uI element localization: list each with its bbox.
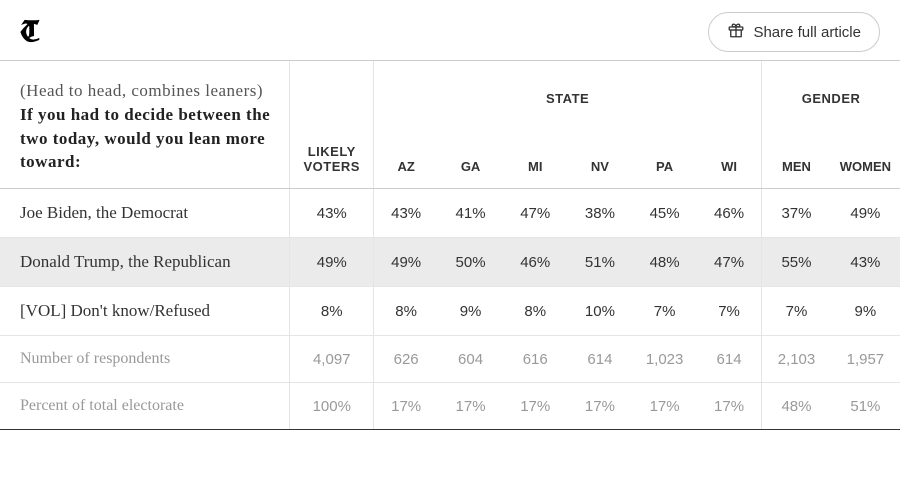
table-row: Donald Trump, the Republican49%49%50%46%… bbox=[0, 238, 900, 287]
cell-state: 17% bbox=[697, 383, 762, 430]
cell-state: 9% bbox=[438, 287, 503, 336]
col-state: MI bbox=[503, 124, 568, 188]
cell-gender: 43% bbox=[831, 238, 900, 287]
question-text: If you had to decide between the two tod… bbox=[20, 105, 270, 172]
cell-state: 604 bbox=[438, 336, 503, 383]
poll-table: (Head to head, combines leaners) If you … bbox=[0, 61, 900, 430]
table-row: Joe Biden, the Democrat43%43%41%47%38%45… bbox=[0, 189, 900, 238]
cell-state: 17% bbox=[438, 383, 503, 430]
row-label: [VOL] Don't know/Refused bbox=[0, 287, 290, 336]
cell-likely: 4,097 bbox=[290, 336, 374, 383]
cell-state: 614 bbox=[568, 336, 633, 383]
col-gender: MEN bbox=[762, 124, 831, 188]
cell-gender: 48% bbox=[762, 383, 831, 430]
cell-state: 17% bbox=[632, 383, 697, 430]
row-label: Donald Trump, the Republican bbox=[0, 238, 290, 287]
col-likely-voters: LIKELY VOTERS bbox=[290, 61, 374, 189]
cell-state: 41% bbox=[438, 189, 503, 238]
cell-gender: 9% bbox=[831, 287, 900, 336]
cell-state: 17% bbox=[568, 383, 633, 430]
share-button[interactable]: Share full article bbox=[708, 12, 880, 52]
col-state: PA bbox=[632, 124, 697, 188]
cell-likely: 43% bbox=[290, 189, 374, 238]
question-header: (Head to head, combines leaners) If you … bbox=[0, 61, 290, 189]
table-body: Joe Biden, the Democrat43%43%41%47%38%45… bbox=[0, 189, 900, 430]
col-state: GA bbox=[438, 124, 503, 188]
col-gender: WOMEN bbox=[831, 124, 900, 188]
cell-state: 48% bbox=[632, 238, 697, 287]
cell-gender: 51% bbox=[831, 383, 900, 430]
row-label: Joe Biden, the Democrat bbox=[0, 189, 290, 238]
col-state: WI bbox=[697, 124, 762, 188]
poll-table-container: (Head to head, combines leaners) If you … bbox=[0, 60, 900, 430]
cell-gender: 1,957 bbox=[831, 336, 900, 383]
group-header-row: (Head to head, combines leaners) If you … bbox=[0, 61, 900, 124]
cell-likely: 8% bbox=[290, 287, 374, 336]
nyt-logo: T bbox=[20, 13, 37, 52]
cell-state: 10% bbox=[568, 287, 633, 336]
col-state: AZ bbox=[374, 124, 439, 188]
group-state: STATE bbox=[374, 61, 762, 124]
col-state: NV bbox=[568, 124, 633, 188]
cell-gender: 7% bbox=[762, 287, 831, 336]
cell-state: 7% bbox=[632, 287, 697, 336]
cell-likely: 49% bbox=[290, 238, 374, 287]
cell-likely: 100% bbox=[290, 383, 374, 430]
row-label: Percent of total electorate bbox=[0, 383, 290, 430]
cell-state: 616 bbox=[503, 336, 568, 383]
table-row: Number of respondents4,0976266046166141,… bbox=[0, 336, 900, 383]
cell-state: 8% bbox=[374, 287, 439, 336]
group-gender: GENDER bbox=[762, 61, 900, 124]
cell-state: 50% bbox=[438, 238, 503, 287]
question-prefix: (Head to head, combines leaners) bbox=[20, 81, 263, 100]
cell-state: 47% bbox=[503, 189, 568, 238]
cell-state: 626 bbox=[374, 336, 439, 383]
table-row: [VOL] Don't know/Refused8%8%9%8%10%7%7%7… bbox=[0, 287, 900, 336]
cell-state: 46% bbox=[503, 238, 568, 287]
cell-state: 1,023 bbox=[632, 336, 697, 383]
cell-state: 49% bbox=[374, 238, 439, 287]
cell-gender: 55% bbox=[762, 238, 831, 287]
cell-gender: 37% bbox=[762, 189, 831, 238]
cell-gender: 2,103 bbox=[762, 336, 831, 383]
cell-state: 7% bbox=[697, 287, 762, 336]
cell-state: 43% bbox=[374, 189, 439, 238]
cell-state: 45% bbox=[632, 189, 697, 238]
cell-state: 47% bbox=[697, 238, 762, 287]
table-row: Percent of total electorate100%17%17%17%… bbox=[0, 383, 900, 430]
cell-state: 8% bbox=[503, 287, 568, 336]
cell-state: 51% bbox=[568, 238, 633, 287]
topbar: T Share full article bbox=[0, 0, 900, 60]
share-label: Share full article bbox=[753, 24, 861, 41]
cell-state: 17% bbox=[503, 383, 568, 430]
cell-state: 17% bbox=[374, 383, 439, 430]
cell-gender: 49% bbox=[831, 189, 900, 238]
row-label: Number of respondents bbox=[0, 336, 290, 383]
cell-state: 38% bbox=[568, 189, 633, 238]
cell-state: 46% bbox=[697, 189, 762, 238]
cell-state: 614 bbox=[697, 336, 762, 383]
gift-icon bbox=[727, 21, 745, 43]
